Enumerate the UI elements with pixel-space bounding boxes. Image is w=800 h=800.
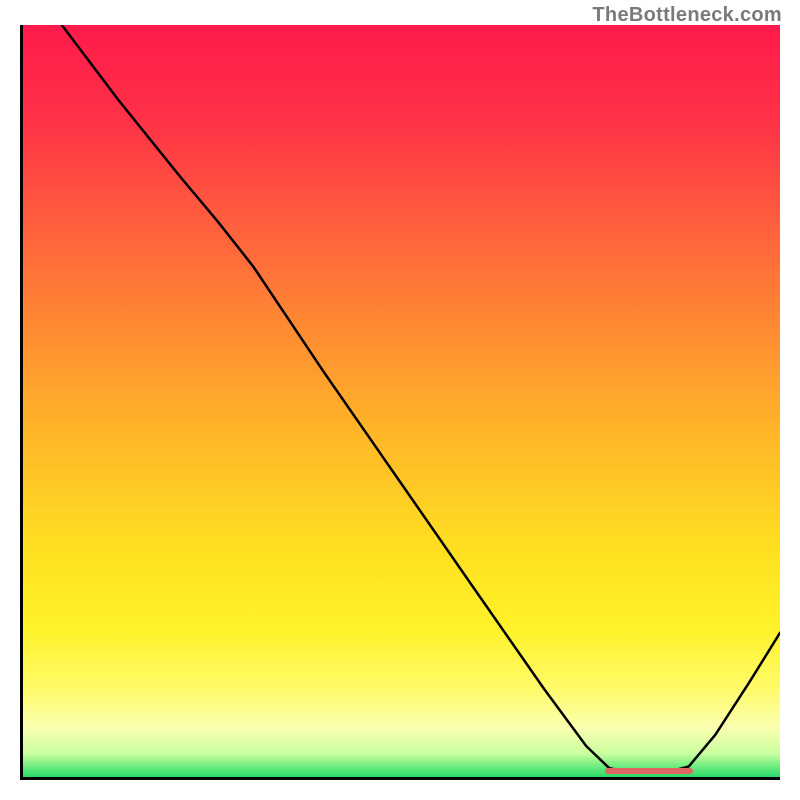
y-axis	[20, 25, 23, 780]
chart-container: TheBottleneck.com	[0, 0, 800, 800]
x-axis	[20, 777, 780, 780]
plot-area	[20, 25, 780, 780]
watermark-text: TheBottleneck.com	[592, 4, 782, 27]
bottleneck-curve	[20, 25, 780, 780]
optimal-range-marker	[605, 768, 692, 774]
